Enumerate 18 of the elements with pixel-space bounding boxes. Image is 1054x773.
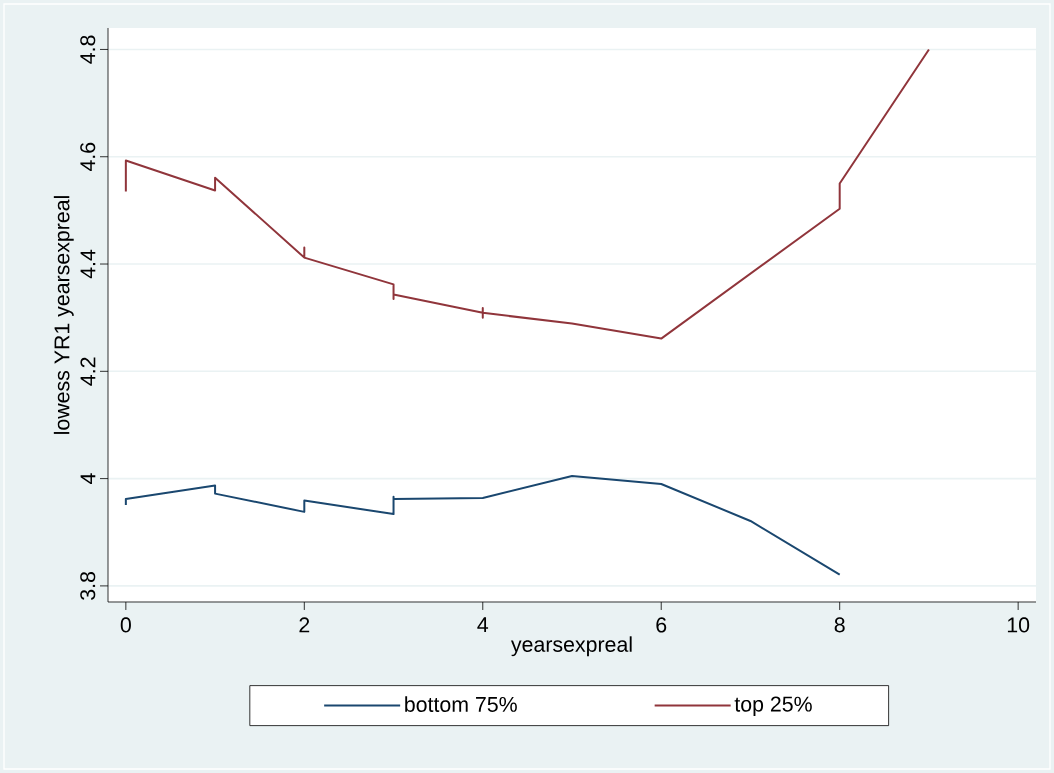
x-tick-label: 10 <box>1007 617 1030 633</box>
x-tick-label: 8 <box>834 617 845 633</box>
line-series <box>124 48 930 340</box>
x-tick-label: 4 <box>477 617 489 633</box>
y-tick-label: 4.6 <box>80 142 96 172</box>
y-tick-label: 4 <box>80 473 96 485</box>
y-tick-label: 4.8 <box>80 35 96 64</box>
legend-label: bottom 75% <box>405 696 517 712</box>
x-tick-label: 6 <box>656 617 667 633</box>
y-axis-title: lowess YR1 yearsexpreal <box>53 196 74 434</box>
x-tick-label: 2 <box>299 617 310 633</box>
legend-label: top 25% <box>734 696 812 716</box>
x-axis-title: yearsexpreal <box>510 636 632 657</box>
x-tick-label: 0 <box>120 617 131 633</box>
y-tick-label: 4.4 <box>80 249 96 279</box>
line-series <box>124 474 841 576</box>
y-tick-label: 4.2 <box>80 357 96 386</box>
y-tick-label: 3.8 <box>80 571 96 600</box>
